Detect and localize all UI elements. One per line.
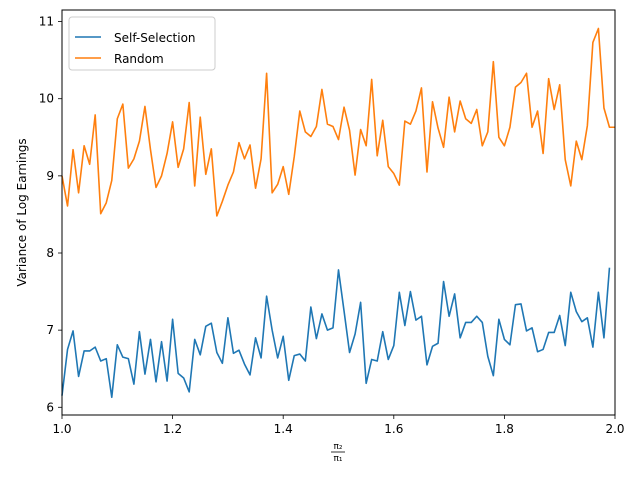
series-layer [61, 27, 615, 399]
x-axis-label-denominator: π₁ [333, 454, 342, 464]
y-tick-label: 6 [46, 400, 54, 414]
x-tick-label: 1.8 [495, 422, 514, 436]
x-axis-label-numerator: π₂ [333, 442, 342, 452]
series-line-self-selection [61, 267, 611, 399]
legend-box [68, 16, 216, 71]
x-tick-label: 1.0 [52, 422, 71, 436]
y-tick-label: 7 [46, 323, 54, 337]
y-tick-label: 9 [46, 169, 54, 183]
y-tick-label: 10 [39, 92, 54, 106]
y-tick-label: 8 [46, 246, 54, 260]
plot-frame [61, 9, 616, 416]
legend: Self-Selection Random [68, 16, 216, 71]
x-tick-label: 2.0 [605, 422, 624, 436]
y-axis: 6 7 8 9 10 11 [39, 15, 62, 414]
x-tick-label: 1.2 [163, 422, 182, 436]
series-line-random [61, 27, 615, 217]
x-axis-label: π₂ π₁ [331, 442, 345, 464]
legend-label-random: Random [114, 52, 164, 66]
x-tick-label: 1.6 [384, 422, 403, 436]
x-axis: 1.0 1.2 1.4 1.6 1.8 2.0 [52, 415, 625, 436]
y-axis-label: Variance of Log Earnings [15, 138, 29, 286]
legend-label-self-selection: Self-Selection [114, 31, 196, 45]
x-tick-label: 1.4 [274, 422, 293, 436]
y-tick-label: 11 [39, 15, 54, 29]
